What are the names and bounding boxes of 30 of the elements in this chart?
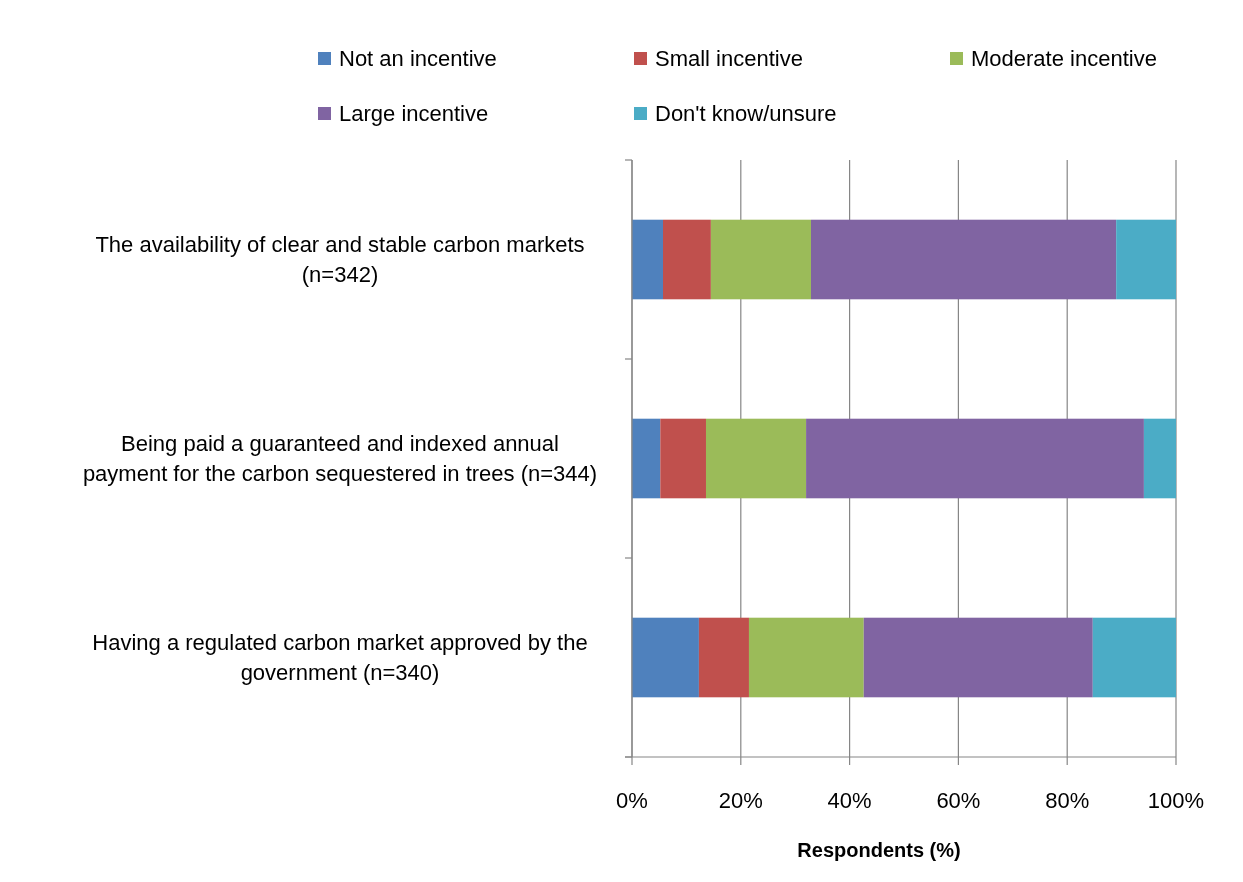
bar bbox=[698, 617, 749, 698]
bar bbox=[1143, 418, 1176, 499]
y-tick-label: The availability of clear and stable carbon markets (n=342) bbox=[95, 232, 585, 288]
bar bbox=[632, 418, 661, 499]
bar bbox=[632, 219, 664, 300]
bar bbox=[806, 418, 1144, 499]
bar bbox=[863, 617, 1093, 698]
bar bbox=[1116, 219, 1176, 300]
x-tick-label: 40% bbox=[827, 787, 872, 813]
legend-label: Don't know/unsure bbox=[655, 100, 837, 126]
bar bbox=[1092, 617, 1176, 698]
x-tick-label: 60% bbox=[936, 787, 981, 813]
legend-label: Small incentive bbox=[655, 45, 803, 71]
legend-label: Moderate incentive bbox=[971, 45, 1157, 71]
bar bbox=[663, 219, 711, 300]
bar bbox=[660, 418, 706, 499]
bar bbox=[710, 219, 811, 300]
x-tick-label: 100% bbox=[1147, 787, 1205, 813]
x-axis-title: Respondents (%) bbox=[797, 839, 961, 861]
x-tick-label: 0% bbox=[616, 787, 648, 813]
bar bbox=[632, 617, 699, 698]
bar bbox=[810, 219, 1117, 300]
y-tick-label: Being paid a guaranteed and indexed annual payment for the carbon sequestered in trees (n=344) bbox=[82, 431, 598, 487]
x-tick-label: 80% bbox=[1045, 787, 1090, 813]
x-tick-label: 20% bbox=[718, 787, 763, 813]
bar bbox=[748, 617, 864, 698]
legend-label: Large incentive bbox=[339, 100, 489, 126]
bar bbox=[705, 418, 807, 499]
y-tick-label: Having a regulated carbon market approved by the government (n=340) bbox=[92, 630, 588, 686]
legend-label: Not an incentive bbox=[339, 45, 497, 71]
